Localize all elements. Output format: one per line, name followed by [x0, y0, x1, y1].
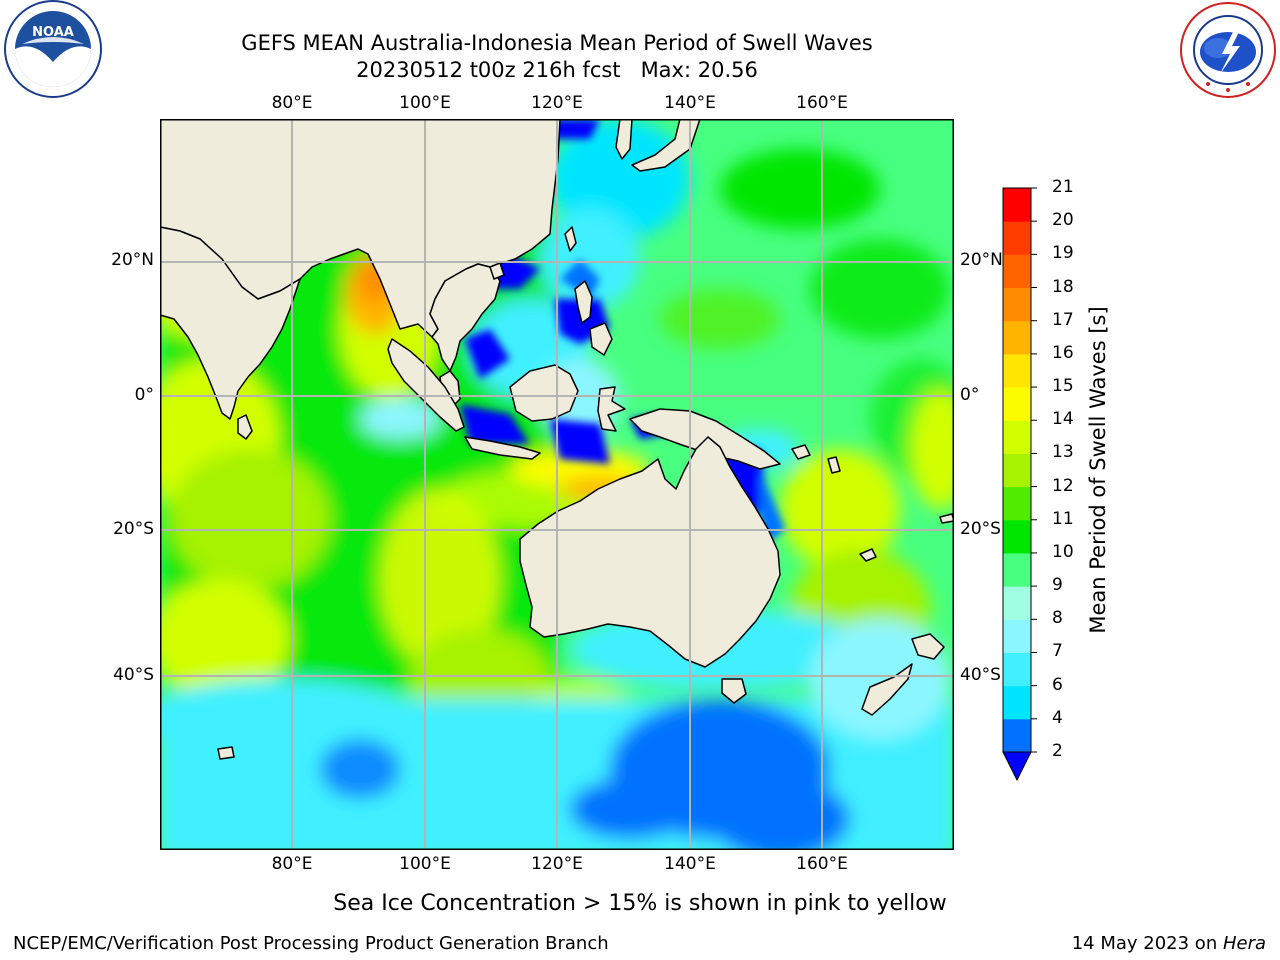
colorbar-segment [1003, 353, 1031, 388]
sea-ice-note: Sea Ice Concentration > 15% is shown in … [333, 891, 947, 916]
colorbar-segment [1003, 586, 1031, 620]
swell-period-map [160, 119, 954, 850]
lat-tick-left-0: 0° [134, 385, 154, 405]
colorbar-tick-label: 4 [1052, 707, 1063, 728]
colorbar-segment [1003, 685, 1031, 720]
colorbar-tick-label: 10 [1052, 541, 1074, 562]
lon-tick-bottom-120e: 120°E [531, 854, 583, 874]
colorbar-segment [1003, 552, 1031, 587]
nws-logo [1178, 0, 1278, 100]
lat-tick-left-40s: 40°S [113, 665, 154, 685]
colorbar-tick-label: 8 [1052, 608, 1063, 629]
lat-tick-right-20s: 20°S [960, 519, 1001, 539]
colorbar-segment [1003, 486, 1031, 521]
lon-tick-bottom-80e: 80°E [271, 854, 313, 874]
page-subtitle: 20230512 t00z 216h fcst Max: 20.56 [356, 58, 758, 82]
colorbar-segment [1003, 718, 1031, 753]
lon-tick-bottom-160e: 160°E [796, 854, 848, 874]
colorbar-tick-label: 14 [1052, 409, 1074, 430]
colorbar-tick-label: 12 [1052, 475, 1074, 496]
colorbar-tick-label: 18 [1052, 276, 1074, 297]
colorbar-segment [1003, 387, 1031, 421]
colorbar-tick-label: 16 [1052, 342, 1074, 363]
colorbar-tick-label: 6 [1052, 674, 1063, 695]
lon-tick-top-120e: 120°E [531, 93, 583, 113]
page-title: GEFS MEAN Australia-Indonesia Mean Perio… [241, 31, 873, 55]
lon-tick-top-80e: 80°E [271, 93, 313, 113]
lon-tick-bottom-100e: 100°E [399, 854, 451, 874]
colorbar [1000, 186, 1040, 786]
colorbar-segment [1003, 320, 1031, 355]
lat-tick-left-20n: 20°N [111, 250, 154, 270]
colorbar-tick-label: 17 [1052, 309, 1074, 330]
colorbar-tick-label: 9 [1052, 575, 1063, 596]
colorbar-tick-label: 21 [1052, 177, 1074, 197]
colorbar-tick-label: 7 [1052, 641, 1063, 662]
lat-tick-left-20s: 20°S [113, 519, 154, 539]
gridlines [160, 119, 954, 850]
noaa-logo: NOAA [2, 0, 104, 100]
footer-credit: NCEP/EMC/Verification Post Processing Pr… [13, 933, 609, 954]
colorbar-tick-label: 15 [1052, 376, 1074, 397]
colorbar-tick-label: 19 [1052, 243, 1074, 264]
colorbar-label: Mean Period of Swell Waves [s] [1086, 306, 1110, 634]
lat-tick-right-0: 0° [960, 385, 980, 405]
colorbar-outline [1002, 187, 1032, 753]
colorbar-tick-label: 20 [1052, 210, 1074, 231]
lon-tick-top-100e: 100°E [399, 93, 451, 113]
colorbar-segment [1003, 254, 1031, 289]
lat-tick-right-40s: 40°S [960, 665, 1001, 685]
colorbar-segment [1003, 188, 1031, 222]
colorbar-under-triangle [1002, 751, 1032, 782]
colorbar-segment [1003, 287, 1031, 322]
lat-tick-right-20n: 20°N [960, 250, 1003, 270]
land [160, 119, 954, 760]
colorbar-tick-label: 11 [1052, 508, 1074, 529]
colorbar-segment [1003, 619, 1031, 653]
colorbar-segment [1003, 221, 1031, 255]
noaa-logo-text: NOAA [32, 25, 74, 40]
colorbar-tick-label: 13 [1052, 442, 1074, 463]
colorbar-tick-label: 2 [1052, 741, 1063, 761]
colorbar-segment [1003, 519, 1031, 554]
map-frame [160, 119, 954, 850]
footer-date-text: 14 May 2023 on [1071, 933, 1223, 954]
footer-host: Hera [1222, 933, 1266, 954]
colorbar-segment [1003, 420, 1031, 454]
lon-tick-bottom-140e: 140°E [664, 854, 716, 874]
colorbar-segment [1003, 652, 1031, 687]
colorbar-segment [1003, 453, 1031, 488]
lon-tick-top-140e: 140°E [664, 93, 716, 113]
footer-date: 14 May 2023 on Hera [1072, 933, 1266, 954]
lon-tick-top-160e: 160°E [796, 93, 848, 113]
